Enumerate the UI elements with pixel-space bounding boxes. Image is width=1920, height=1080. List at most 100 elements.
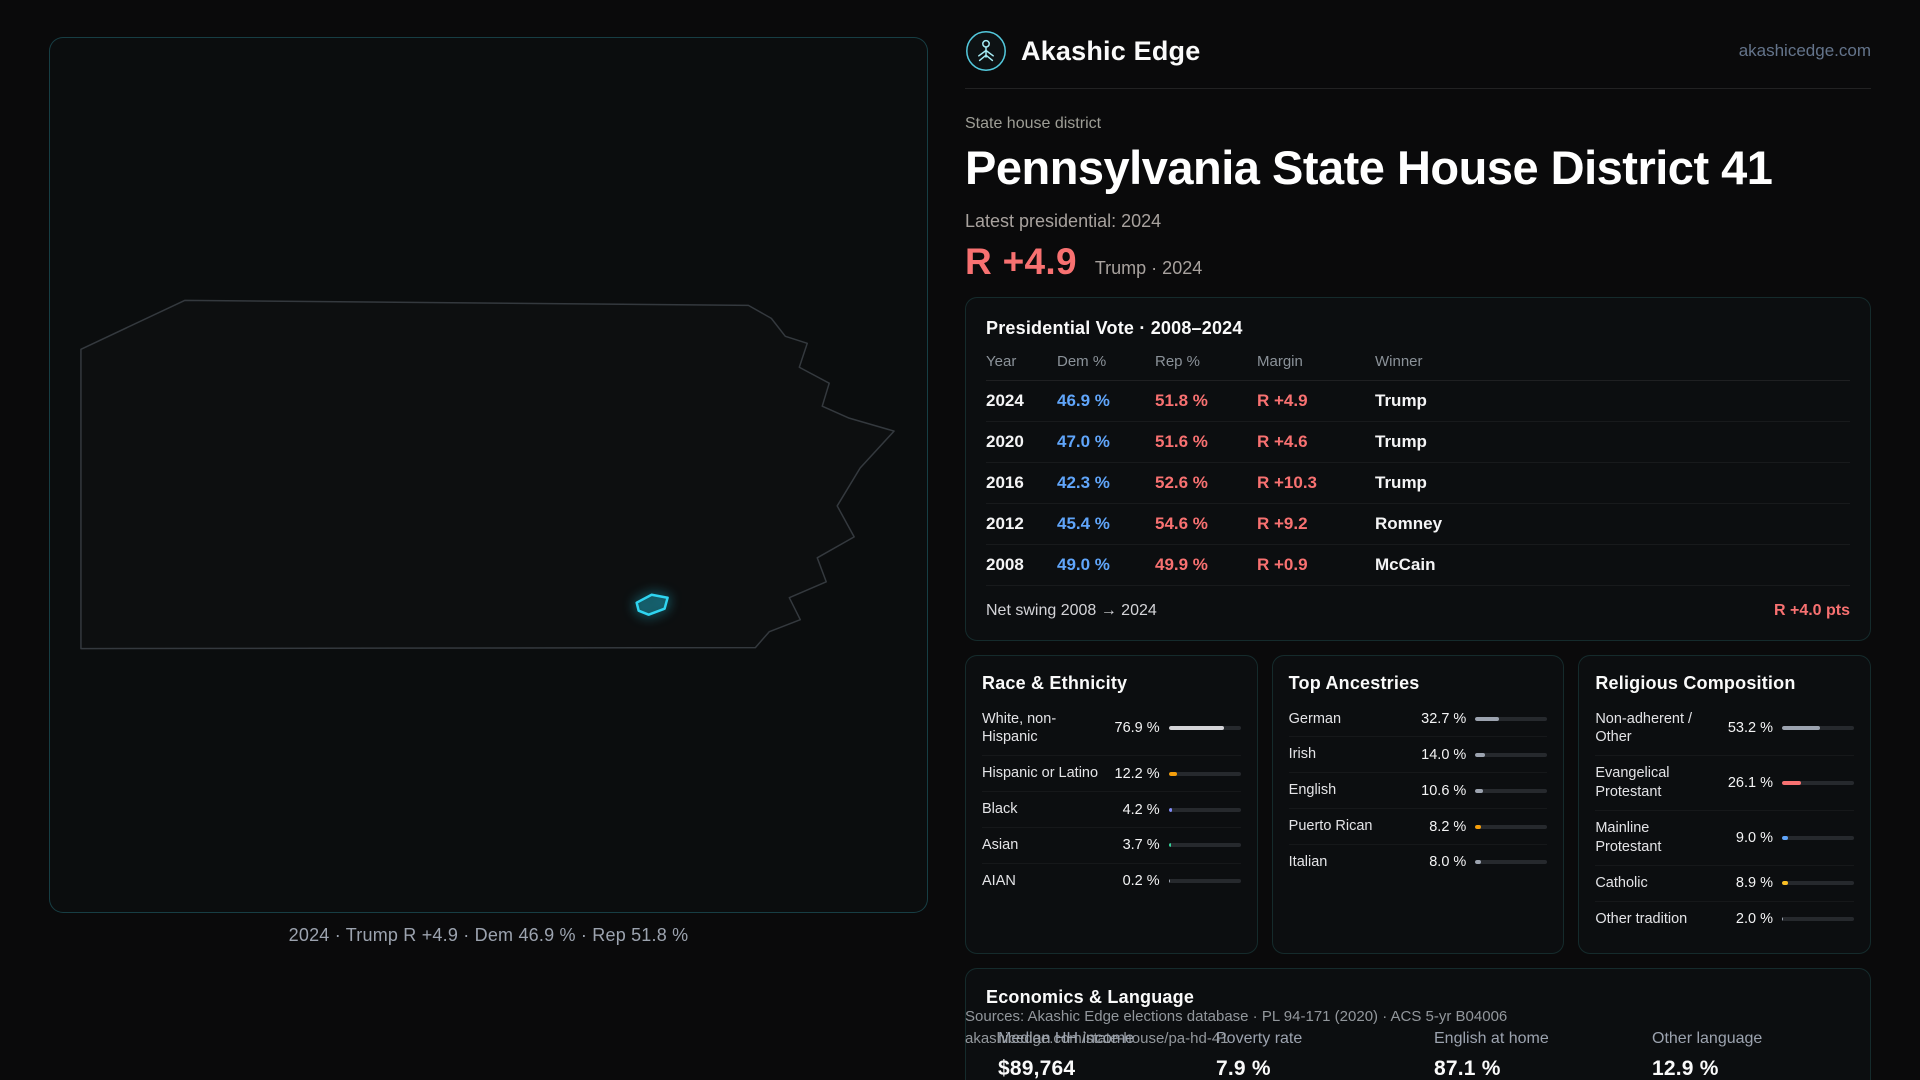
demo-bar-fill bbox=[1475, 717, 1499, 722]
net-swing-label: Net swing 2008 → 2024 bbox=[986, 601, 1157, 619]
year-cell: 2012 bbox=[986, 513, 1024, 533]
col-header-rep: Rep % bbox=[1155, 352, 1201, 370]
demo-row-value: 32.7 % bbox=[1421, 711, 1467, 728]
demo-row: English 10.6 % bbox=[1288, 772, 1548, 808]
demo-row: White, non-Hispanic 76.9 % bbox=[982, 702, 1241, 756]
demo-row-label: White, non-Hispanic bbox=[982, 710, 1057, 746]
demo-row: Catholic 8.9 % bbox=[1595, 864, 1854, 901]
demo-bar-fill bbox=[1781, 781, 1801, 786]
pres-table-header-row: Year Dem % Rep % Margin Winner bbox=[986, 353, 1850, 381]
net-swing-row: Net swing 2008 → 2024 R +4.0 pts bbox=[986, 586, 1850, 620]
demo-row-label: Evangelical Protestant bbox=[1595, 765, 1670, 801]
col-header-year: Year bbox=[986, 352, 1017, 370]
dem-cell: 42.3 % bbox=[1057, 472, 1110, 492]
demo-bar-track bbox=[1168, 771, 1241, 776]
demo-row: Asian 3.7 % bbox=[982, 827, 1241, 863]
dem-cell: 49.0 % bbox=[1057, 554, 1110, 574]
demo-row: German 32.7 % bbox=[1289, 702, 1548, 737]
stat-value: 87.1 % bbox=[1434, 1057, 1501, 1080]
demo-row-value: 0.2 % bbox=[1122, 873, 1160, 890]
demo-row: AIAN 0.2 % bbox=[982, 862, 1241, 899]
demo-row-value: 8.9 % bbox=[1735, 875, 1773, 892]
stat-other-language: Other language 12.9 % bbox=[1652, 1030, 1850, 1080]
demo-bar-track bbox=[1781, 726, 1854, 731]
demo-bar-track bbox=[1168, 807, 1241, 812]
latest-presidential-label: Latest presidential: 2024 bbox=[965, 210, 1162, 231]
demo-row: Other tradition 2.0 % bbox=[1595, 900, 1854, 937]
presidential-card-title: Presidential Vote · 2008–2024 bbox=[986, 317, 1243, 338]
demo-row-label: Irish bbox=[1288, 746, 1317, 763]
winner-cell: Trump bbox=[1375, 431, 1427, 451]
headline-margin-row: R +4.9 Trump · 2024 bbox=[965, 241, 1871, 283]
demo-bar-track bbox=[1781, 781, 1854, 786]
detail-panel: Akashic Edge akashicedge.com State house… bbox=[965, 0, 1871, 1080]
demo-row-label: Catholic bbox=[1595, 874, 1648, 891]
margin-cell: R +10.3 bbox=[1257, 472, 1318, 492]
demo-row-label: Black bbox=[982, 801, 1018, 818]
demo-row-value: 76.9 % bbox=[1114, 720, 1160, 737]
margin-cell: R +4.9 bbox=[1257, 390, 1308, 410]
pres-table-row: 2008 49.0 % 49.9 % R +0.9 McCain bbox=[986, 545, 1850, 586]
demo-row-value: 2.0 % bbox=[1735, 910, 1773, 927]
demo-bar-fill bbox=[1168, 771, 1178, 776]
col-header-dem: Dem % bbox=[1057, 352, 1107, 370]
rep-cell: 51.8 % bbox=[1155, 390, 1208, 410]
pennsylvania-map bbox=[80, 299, 895, 650]
demo-bar-fill bbox=[1475, 860, 1482, 865]
demo-bar-track bbox=[1168, 843, 1241, 848]
demo-bar-track bbox=[1781, 881, 1854, 886]
demo-row-value: 26.1 % bbox=[1727, 775, 1773, 792]
stat-value: 7.9 % bbox=[1216, 1057, 1271, 1080]
race-ethnicity-card: Race & Ethnicity White, non-Hispanic 76.… bbox=[965, 654, 1258, 955]
demo-row-label: Puerto Rican bbox=[1288, 818, 1373, 835]
stat-poverty-rate: Poverty rate 7.9 % bbox=[1216, 1030, 1414, 1080]
demo-row-value: 12.2 % bbox=[1114, 765, 1160, 782]
pres-table-row: 2024 46.9 % 51.8 % R +4.9 Trump bbox=[986, 381, 1850, 422]
demo-row-value: 9.0 % bbox=[1735, 829, 1773, 846]
demo-card-title: Race & Ethnicity bbox=[982, 672, 1128, 693]
stat-label: Other language bbox=[1652, 1030, 1763, 1048]
rep-cell: 49.9 % bbox=[1155, 554, 1208, 574]
demo-row: Hispanic or Latino 12.2 % bbox=[982, 755, 1241, 791]
col-header-winner: Winner bbox=[1375, 352, 1423, 370]
demo-bar-track bbox=[1781, 916, 1854, 921]
header: Akashic Edge akashicedge.com bbox=[965, 0, 1871, 72]
demo-row-label: Hispanic or Latino bbox=[982, 765, 1099, 782]
demo-bar-fill bbox=[1168, 843, 1172, 848]
demo-row: Irish 14.0 % bbox=[1288, 736, 1548, 772]
district-map-panel bbox=[49, 37, 928, 913]
demo-bar-track bbox=[1475, 717, 1548, 722]
demo-card-title: Top Ancestries bbox=[1288, 672, 1420, 693]
margin-cell: R +4.6 bbox=[1257, 431, 1308, 451]
demo-bar-track bbox=[1168, 726, 1241, 731]
demo-bar-fill bbox=[1475, 752, 1486, 757]
net-swing-value: R +4.0 pts bbox=[1773, 601, 1850, 619]
demo-bar-track bbox=[1475, 788, 1548, 793]
col-header-margin: Margin bbox=[1257, 352, 1303, 370]
rep-cell: 51.6 % bbox=[1155, 431, 1208, 451]
year-cell: 2020 bbox=[986, 431, 1024, 451]
demo-bar-fill bbox=[1781, 835, 1789, 840]
rep-cell: 52.6 % bbox=[1155, 472, 1208, 492]
economics-stats-row: Median HH income $89,764 Poverty rate 7.… bbox=[986, 1030, 1850, 1080]
demo-bar-track bbox=[1475, 860, 1548, 865]
stat-value: $89,764 bbox=[998, 1057, 1076, 1080]
demo-row: Evangelical Protestant 26.1 % bbox=[1595, 755, 1854, 810]
brand-site-url: akashicedge.com bbox=[1738, 41, 1871, 60]
margin-cell: R +9.2 bbox=[1257, 513, 1308, 533]
stat-value: 12.9 % bbox=[1652, 1057, 1719, 1080]
demo-row-value: 8.2 % bbox=[1429, 818, 1467, 835]
header-divider bbox=[965, 88, 1871, 89]
demo-row-label: Other tradition bbox=[1595, 910, 1688, 927]
stat-median-income: Median HH income $89,764 bbox=[998, 1030, 1196, 1080]
demographics-section: Race & Ethnicity White, non-Hispanic 76.… bbox=[965, 654, 1871, 955]
stat-label: Median HH income bbox=[998, 1030, 1135, 1048]
presidential-vote-card: Presidential Vote · 2008–2024 Year Dem %… bbox=[965, 296, 1871, 641]
demo-bar-fill bbox=[1475, 824, 1482, 829]
headline-margin-value: R +4.9 bbox=[965, 240, 1077, 282]
margin-cell: R +0.9 bbox=[1257, 554, 1308, 574]
pennsylvania-outline bbox=[80, 299, 895, 650]
demo-row: Black 4.2 % bbox=[982, 791, 1241, 827]
year-cell: 2024 bbox=[986, 390, 1024, 410]
